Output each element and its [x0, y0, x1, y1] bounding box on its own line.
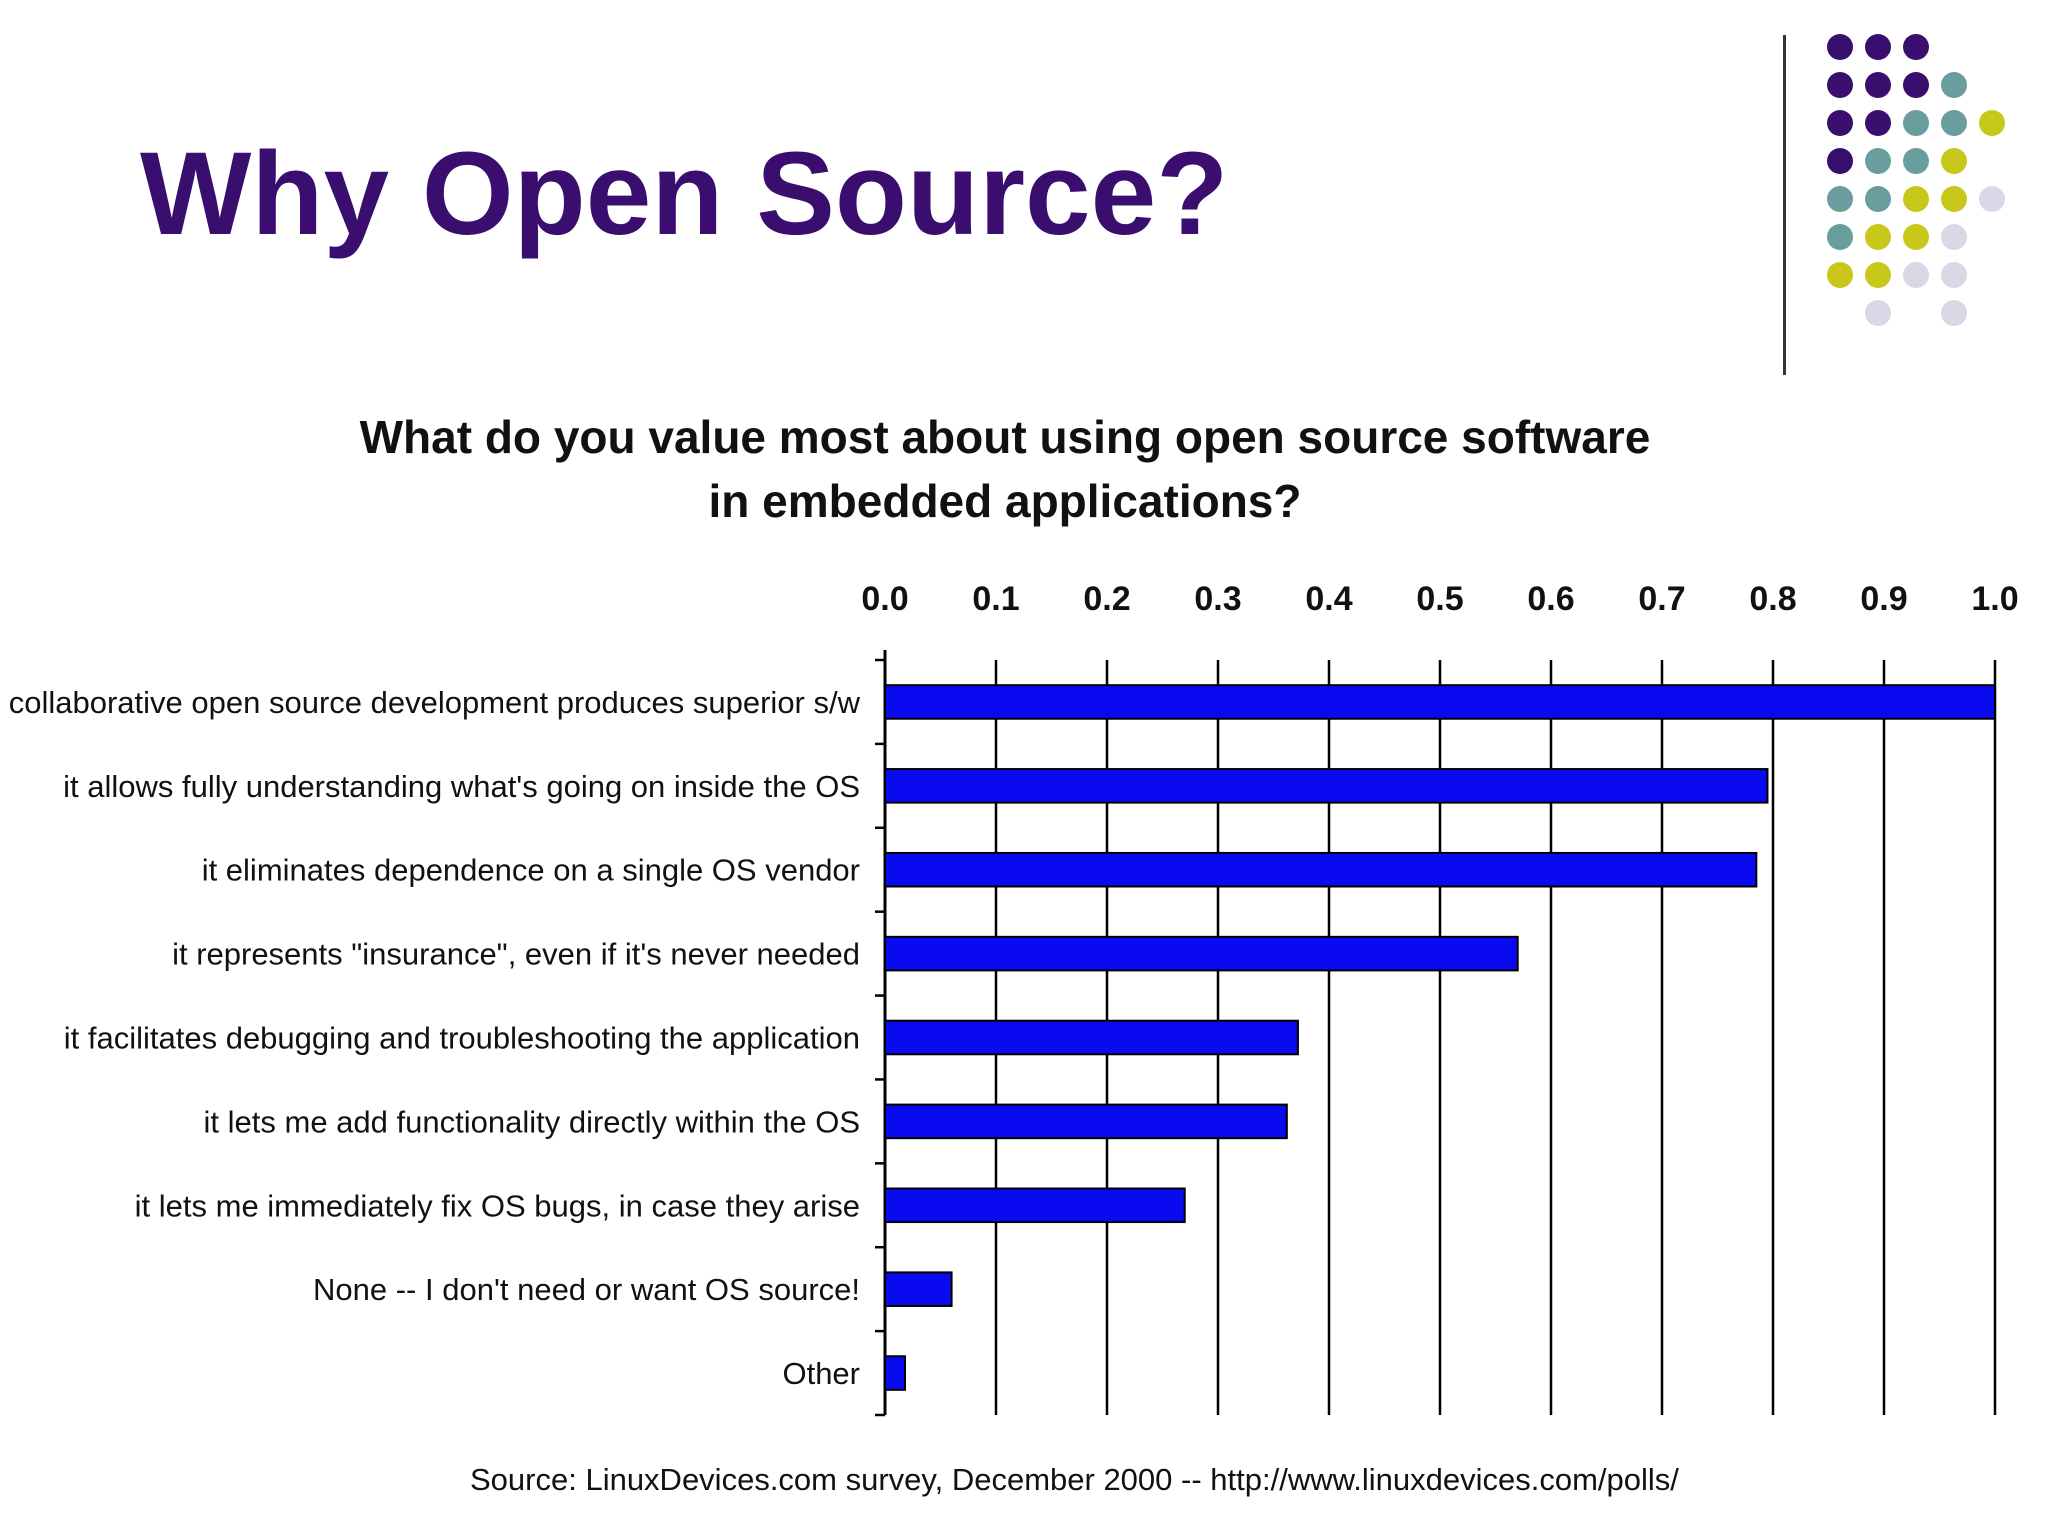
decorative-dot	[1941, 262, 1967, 288]
slide-title: Why Open Source?	[140, 128, 1229, 260]
source-note: Source: LinuxDevices.com survey, Decembe…	[470, 1462, 1679, 1497]
decorative-dot	[1903, 148, 1929, 174]
decorative-dot	[1827, 72, 1853, 98]
x-tick-label: 0.0	[861, 580, 908, 618]
category-label: it lets me add functionality directly wi…	[204, 1104, 860, 1139]
x-tick-label: 0.9	[1860, 580, 1907, 618]
category-label: Other	[782, 1356, 860, 1391]
decorative-dot	[1865, 224, 1891, 250]
category-label: it facilitates debugging and troubleshoo…	[64, 1021, 860, 1056]
category-label: None -- I don't need or want OS source!	[313, 1272, 860, 1307]
decorative-dot	[1865, 110, 1891, 136]
bar	[884, 1271, 953, 1307]
decorative-dot	[1903, 72, 1929, 98]
decorative-dot	[1903, 186, 1929, 212]
decorative-dot	[1827, 110, 1853, 136]
decorative-dot	[1903, 110, 1929, 136]
title-divider-line	[1783, 35, 1786, 375]
x-tick-label: 0.7	[1638, 580, 1685, 618]
bar-chart: 0.0 0.1 0.2 0.3 0.4 0.5 0.6 0.7 0.8 0.9 1.0 collabo…	[9, 580, 2019, 1417]
decorative-dot	[1865, 186, 1891, 212]
bar	[884, 1103, 1288, 1140]
category-label: it allows fully understanding what's goi…	[63, 769, 860, 804]
decorative-dot	[1941, 186, 1967, 212]
decorative-dot	[1979, 186, 2005, 212]
decorative-dot	[1903, 224, 1929, 250]
decorative-dot	[1941, 148, 1967, 174]
category-label: it lets me immediately fix OS bugs, in c…	[135, 1188, 860, 1223]
x-tick-label: 0.4	[1305, 580, 1352, 618]
x-tick-label: 0.3	[1194, 580, 1241, 618]
decorative-dot	[1979, 110, 2005, 136]
x-tick-label: 0.5	[1416, 580, 1463, 618]
decorative-dot	[1827, 224, 1853, 250]
decorative-dot	[1827, 262, 1853, 288]
decorative-dot	[1903, 34, 1929, 60]
bar	[884, 1355, 906, 1391]
category-label: collaborative open source development pr…	[9, 685, 861, 720]
category-label: it represents "insurance", even if it's …	[172, 937, 860, 972]
decorative-dot	[1827, 186, 1853, 212]
bar	[884, 1187, 1186, 1224]
category-label: it eliminates dependence on a single OS …	[202, 853, 860, 888]
bar	[884, 851, 1758, 888]
x-tick-label: 0.2	[1083, 580, 1130, 618]
bar	[884, 1019, 1299, 1056]
decorative-dot	[1865, 34, 1891, 60]
decorative-dot	[1827, 34, 1853, 60]
x-tick-label: 0.6	[1527, 580, 1574, 618]
x-tick-label: 1.0	[1971, 580, 2018, 618]
decorative-dot	[1903, 262, 1929, 288]
decorative-dot	[1941, 110, 1967, 136]
bar	[884, 684, 1996, 720]
decorative-dot	[1941, 72, 1967, 98]
x-tick-label: 0.1	[972, 580, 1019, 618]
decorative-dot	[1865, 148, 1891, 174]
decorative-dot	[1941, 224, 1967, 250]
decorative-dot	[1865, 262, 1891, 288]
decorative-dot	[1827, 148, 1853, 174]
decorative-dot	[1865, 300, 1891, 326]
x-tick-label: 0.8	[1749, 580, 1796, 618]
decorative-dot	[1941, 300, 1967, 326]
chart-title-line-2: in embedded applications?	[708, 475, 1302, 527]
chart-title: What do you value most about using open …	[330, 405, 1680, 533]
decorative-dot	[1865, 72, 1891, 98]
chart-title-line-1: What do you value most about using open …	[359, 411, 1651, 463]
bar	[884, 768, 1769, 804]
bar	[884, 935, 1519, 972]
